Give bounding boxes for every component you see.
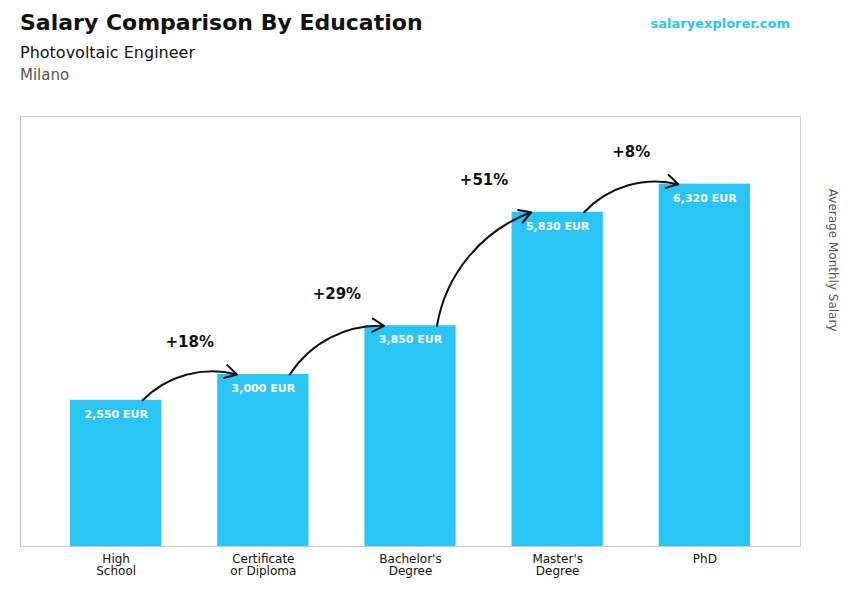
svg-text:3,000 EUR: 3,000 EUR — [232, 382, 296, 395]
svg-text:+8%: +8% — [612, 143, 650, 161]
html-text:salaryexplorer.com: salaryexplorer.com — [650, 16, 790, 31]
svg-text:Certificateor Diploma: Certificateor Diploma — [230, 552, 296, 578]
html-text:Salary Comparison By Education: Salary Comparison By Education — [20, 10, 423, 35]
svg-text:2,550 EUR: 2,550 EUR — [84, 408, 148, 421]
svg-text:HighSchool: HighSchool — [96, 552, 136, 578]
svg-text:3,850 EUR: 3,850 EUR — [379, 333, 443, 346]
html-text:Photovoltaic Engineer: Photovoltaic Engineer — [20, 43, 195, 62]
svg-text:+29%: +29% — [313, 285, 361, 303]
svg-text:+18%: +18% — [166, 333, 214, 351]
svg-text:5,830 EUR: 5,830 EUR — [526, 220, 590, 233]
svg-text:PhD: PhD — [693, 552, 717, 566]
svg-text:6,320 EUR: 6,320 EUR — [673, 192, 737, 205]
svg-text:Master'sDegree: Master'sDegree — [532, 552, 583, 578]
svg-text:+51%: +51% — [460, 171, 508, 189]
svg-text:Bachelor'sDegree: Bachelor'sDegree — [379, 552, 441, 578]
html-text:Milano: Milano — [20, 66, 70, 84]
svg-text:Average Monthly Salary: Average Monthly Salary — [826, 189, 840, 332]
